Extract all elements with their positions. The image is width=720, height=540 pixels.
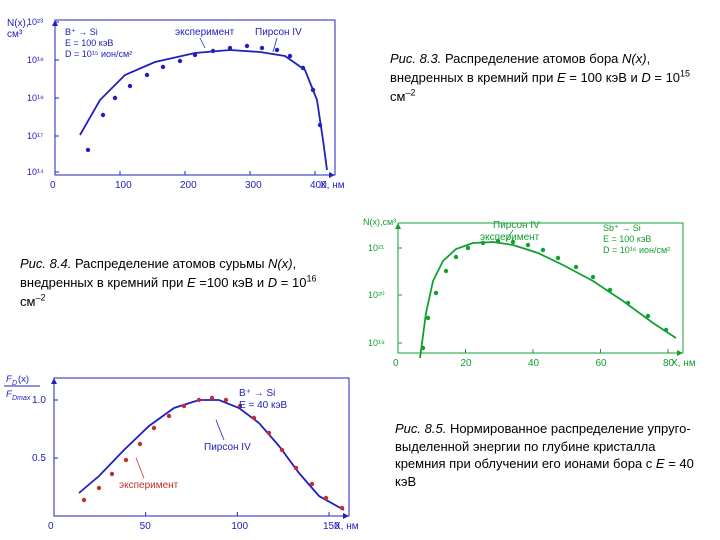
caption-8-3: Рис. 8.3. Распределение атомов бора N(x)…: [390, 50, 700, 105]
svg-text:(x): (x): [18, 374, 29, 385]
fignum-8-4: Рис. 8.4.: [20, 256, 71, 271]
svg-text:0: 0: [393, 358, 399, 369]
svg-text:1.0: 1.0: [32, 395, 46, 406]
chart-8-5: FD(x)FDmax1.00.5050100150X, нмB⁺ → SiE =…: [2, 370, 372, 538]
caption-E-8-5: E: [656, 456, 665, 471]
chart-8-4: N(x),см³10²¹10²⁰10¹⁹020406080X, нмПирсон…: [350, 215, 710, 380]
svg-text:50: 50: [140, 521, 152, 532]
svg-text:X, нм: X, нм: [320, 180, 345, 191]
figure-8-3: N(x),см³10²³10¹⁸10¹⁸10¹⁷10¹⁴010020030040…: [5, 10, 360, 200]
svg-text:B⁺ → Si: B⁺ → Si: [239, 388, 275, 399]
svg-text:10²⁰: 10²⁰: [368, 290, 385, 300]
svg-text:N(x),: N(x),: [7, 18, 29, 29]
svg-text:Пирсон IV: Пирсон IV: [255, 27, 302, 38]
svg-text:X, нм: X, нм: [671, 358, 696, 369]
svg-text:E = 100 кэВ: E = 100 кэВ: [603, 234, 651, 244]
svg-text:10²¹: 10²¹: [368, 243, 384, 253]
svg-text:X, нм: X, нм: [334, 521, 359, 532]
svg-text:40: 40: [528, 358, 540, 369]
fignum-8-5: Рис. 8.5.: [395, 421, 446, 436]
svg-text:0: 0: [50, 180, 56, 191]
svg-text:D = 10¹⁶ ион/см²: D = 10¹⁶ ион/см²: [603, 245, 670, 255]
svg-text:300: 300: [245, 180, 262, 191]
figure-8-4: N(x),см³10²¹10²⁰10¹⁹020406080X, нмПирсон…: [350, 215, 710, 380]
svg-text:эксперимент: эксперимент: [175, 27, 235, 38]
svg-text:10¹⁹: 10¹⁹: [368, 338, 385, 348]
svg-text:0: 0: [48, 521, 54, 532]
svg-text:10¹⁷: 10¹⁷: [27, 131, 43, 141]
svg-text:Пирсон IV: Пирсон IV: [493, 220, 540, 231]
svg-text:Dmax: Dmax: [12, 395, 31, 402]
svg-text:10¹⁴: 10¹⁴: [27, 167, 44, 177]
svg-text:Sb⁺ → Si: Sb⁺ → Si: [603, 223, 641, 233]
caption-8-5: Рис. 8.5. Нормированное распределение уп…: [395, 420, 700, 490]
svg-text:100: 100: [231, 521, 248, 532]
svg-text:100: 100: [115, 180, 132, 191]
fignum-8-3: Рис. 8.3.: [390, 51, 441, 66]
chart-8-3: N(x),см³10²³10¹⁸10¹⁸10¹⁷10¹⁴010020030040…: [5, 10, 360, 200]
svg-text:эксперимент: эксперимент: [119, 480, 179, 491]
svg-text:10²³: 10²³: [27, 17, 43, 27]
svg-text:E = 40 кэВ: E = 40 кэВ: [239, 400, 288, 411]
svg-text:0.5: 0.5: [32, 453, 46, 464]
svg-text:Пирсон IV: Пирсон IV: [204, 442, 251, 453]
svg-text:20: 20: [461, 358, 473, 369]
svg-text:10¹⁸: 10¹⁸: [27, 93, 44, 103]
svg-text:200: 200: [180, 180, 197, 191]
figure-8-5: FD(x)FDmax1.00.5050100150X, нмB⁺ → SiE =…: [2, 370, 372, 538]
svg-text:N(x),см³: N(x),см³: [363, 217, 396, 227]
svg-text:B⁺ → Si: B⁺ → Si: [65, 27, 98, 37]
svg-text:эксперимент: эксперимент: [480, 232, 540, 243]
svg-text:E = 100 кэВ: E = 100 кэВ: [65, 38, 113, 48]
svg-text:см³: см³: [7, 29, 23, 40]
caption-8-4: Рис. 8.4. Распределение атомов сурьмы N(…: [20, 255, 320, 310]
svg-text:10¹⁸: 10¹⁸: [27, 55, 44, 65]
svg-text:60: 60: [596, 358, 608, 369]
svg-text:D = 10¹⁵ ион/см²: D = 10¹⁵ ион/см²: [65, 49, 132, 59]
